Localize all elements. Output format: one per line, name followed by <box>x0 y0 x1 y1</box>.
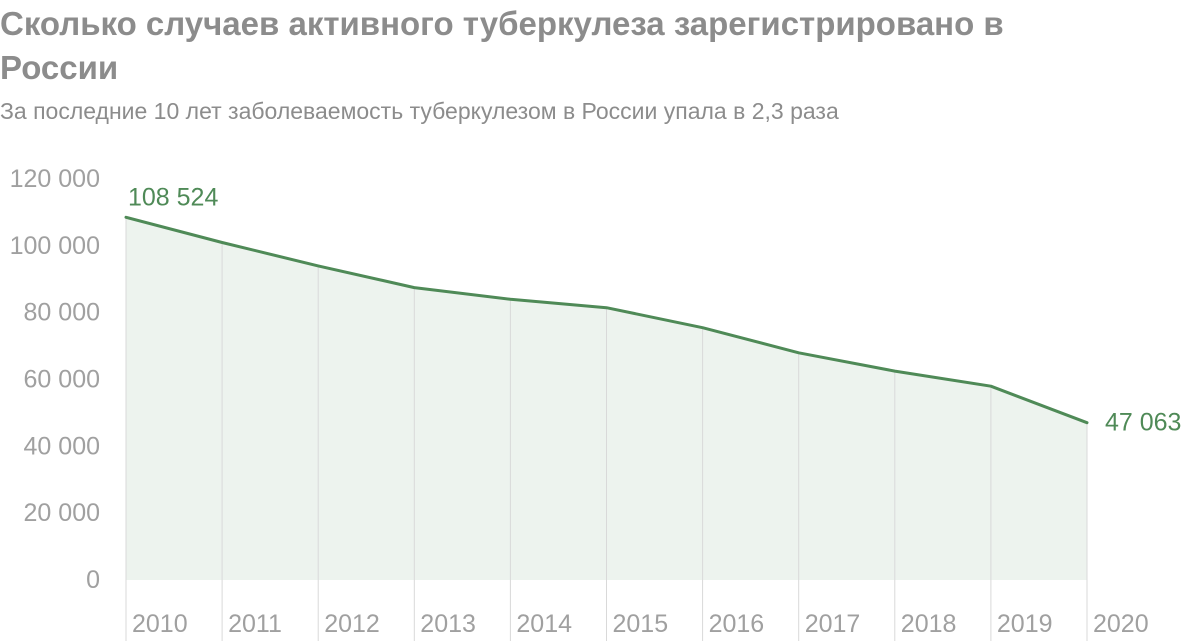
x-tick-label: 2019 <box>997 610 1053 638</box>
y-tick-label: 0 <box>86 566 100 594</box>
chart-subtitle: За последние 10 лет заболеваемость тубер… <box>0 98 839 124</box>
y-tick-label: 80 000 <box>24 299 100 327</box>
y-tick-label: 60 000 <box>24 366 100 394</box>
data-label-2010: 108 524 <box>128 183 218 211</box>
x-tick-label: 2011 <box>228 610 282 638</box>
data-labels: 108 524 47 063 <box>128 183 1181 436</box>
series-line-layer <box>124 215 1089 425</box>
x-tick-label: 2013 <box>420 610 476 638</box>
vertical-gridlines <box>125 217 1088 641</box>
x-tick-label: 2010 <box>132 610 188 638</box>
x-tick-label: 2017 <box>805 610 861 638</box>
y-axis: 0 20 000 40 000 60 000 80 000 100 000 120 000 <box>10 165 100 594</box>
x-tick-label: 2015 <box>613 610 669 638</box>
x-tick-label: 2012 <box>324 610 380 638</box>
x-tick-label: 2014 <box>516 610 572 638</box>
x-tick-label: 2018 <box>901 610 957 638</box>
data-label-2020: 47 063 <box>1105 409 1181 437</box>
y-tick-label: 100 000 <box>10 232 100 260</box>
chart-title: Сколько случаев активного туберкулеза за… <box>0 5 1004 86</box>
x-tick-label: 2016 <box>709 610 765 638</box>
y-tick-label: 40 000 <box>24 432 100 460</box>
y-tick-label: 20 000 <box>24 499 100 527</box>
x-tick-label: 2020 <box>1093 610 1149 638</box>
x-axis: 2010 2011 2012 2013 2014 2015 2016 2017 2018 2019… <box>132 610 1149 638</box>
y-tick-label: 120 000 <box>10 165 100 193</box>
